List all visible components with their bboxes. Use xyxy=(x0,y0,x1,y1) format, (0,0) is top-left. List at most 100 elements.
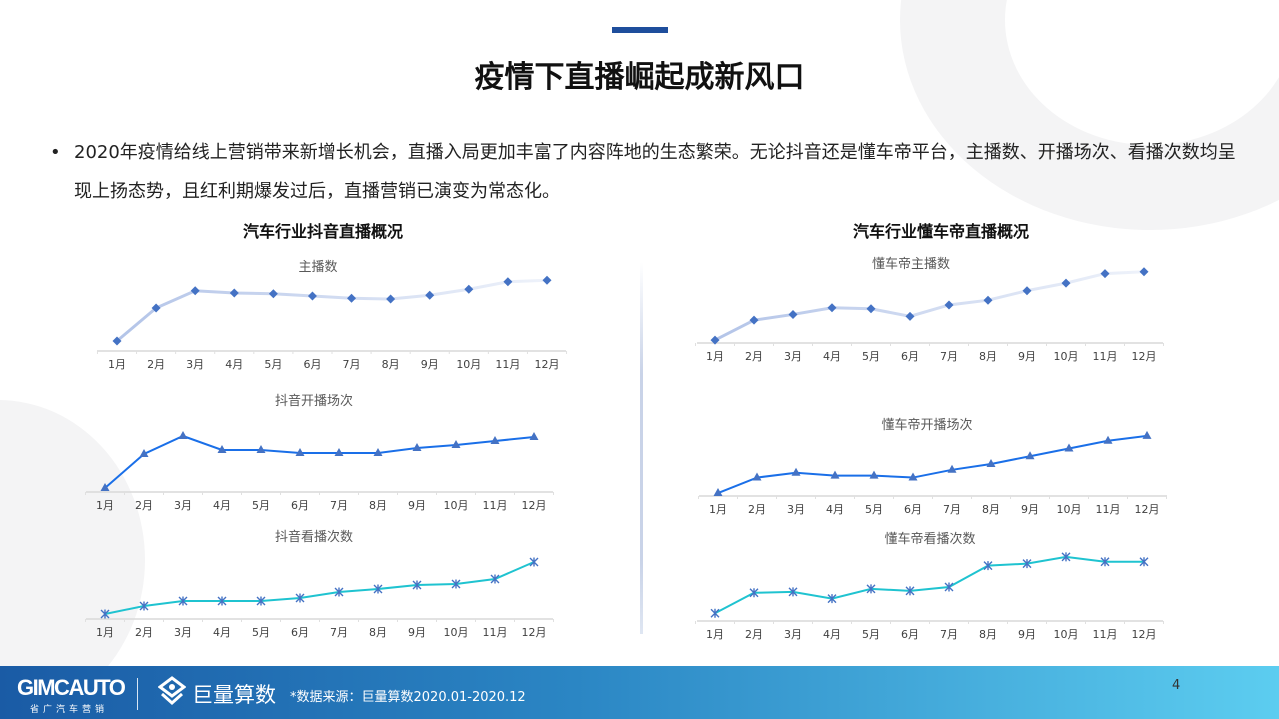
data-point-triangle xyxy=(1103,435,1113,444)
x-tick-label: 1月 xyxy=(96,626,114,639)
data-point-diamond xyxy=(542,275,552,285)
x-tick-label: 12月 xyxy=(1135,503,1160,516)
data-point-diamond xyxy=(190,286,200,296)
x-tick-label: 2月 xyxy=(135,499,153,512)
x-tick-label: 11月 xyxy=(1096,503,1121,516)
data-point-diamond xyxy=(151,303,161,313)
x-tick-label: 4月 xyxy=(213,626,231,639)
series-line xyxy=(116,278,548,343)
x-tick-label: 11月 xyxy=(495,358,520,371)
data-point-asterisk xyxy=(256,596,266,606)
bullet-marker: • xyxy=(50,142,61,163)
x-tick-label: 4月 xyxy=(826,503,844,516)
data-point-diamond xyxy=(866,304,876,314)
data-point-triangle xyxy=(412,443,422,451)
x-tick-label: 8月 xyxy=(979,628,997,641)
data-point-diamond xyxy=(1100,269,1110,279)
series-line xyxy=(714,270,1145,342)
left-section-title: 汽车行业抖音直播概况 xyxy=(242,222,403,241)
data-point-asterisk xyxy=(749,588,759,598)
data-point-diamond xyxy=(749,315,759,325)
x-tick-label: 1月 xyxy=(108,358,126,371)
x-tick-label: 9月 xyxy=(1021,503,1039,516)
x-tick-label: 5月 xyxy=(865,503,883,516)
data-point-diamond xyxy=(1139,267,1149,277)
line-chart-3: 抖音看播次数 1月 2月 3月 4月 5月 6月 7月 8月 9月 10月 11月 12月 xyxy=(85,529,554,639)
data-point-diamond xyxy=(464,284,474,294)
x-tick-label: 12月 xyxy=(522,626,547,639)
x-tick-label: 6月 xyxy=(904,503,922,516)
page-number: 4 xyxy=(1172,678,1181,693)
chart-title: 懂车帝开播场次 xyxy=(881,417,972,433)
x-tick-label: 7月 xyxy=(343,358,361,371)
right-section-title: 汽车行业懂车帝直播概况 xyxy=(852,222,1029,241)
x-tick-label: 3月 xyxy=(186,358,204,371)
data-point-triangle xyxy=(947,464,957,473)
data-point-asterisk xyxy=(1061,552,1071,562)
x-tick-label: 2月 xyxy=(748,503,766,516)
x-tick-label: 5月 xyxy=(862,350,880,363)
x-tick-label: 12月 xyxy=(1132,350,1157,363)
line-chart-1: 主播数 1月 2月 3月 4月 5月 6月 7月 8月 9月 10月 11月 12月 xyxy=(96,260,568,371)
data-point-triangle xyxy=(529,432,539,440)
data-point-triangle xyxy=(217,445,227,453)
x-tick-label: 12月 xyxy=(1132,628,1157,641)
series-line xyxy=(714,555,1144,615)
x-tick-label: 10月 xyxy=(1057,503,1082,516)
data-point-asterisk xyxy=(490,574,500,584)
data-point-triangle xyxy=(713,488,723,497)
background-circle-inner xyxy=(1005,0,1279,145)
data-point-diamond xyxy=(229,288,239,298)
x-tick-label: 9月 xyxy=(408,626,426,639)
x-tick-label: 10月 xyxy=(1054,350,1079,363)
data-point-triangle xyxy=(334,448,344,456)
chart-title: 主播数 xyxy=(298,260,337,275)
title-accent-bar xyxy=(612,27,668,33)
chart-title: 抖音开播场次 xyxy=(275,393,353,409)
data-point-diamond xyxy=(944,300,954,310)
data-point-asterisk xyxy=(827,594,837,604)
data-point-diamond xyxy=(1061,278,1071,288)
series-line xyxy=(104,561,535,615)
x-tick-label: 6月 xyxy=(291,499,309,512)
x-tick-label: 5月 xyxy=(252,626,270,639)
x-tick-label: 2月 xyxy=(745,350,763,363)
x-tick-label: 10月 xyxy=(444,626,469,639)
x-tick-label: 3月 xyxy=(174,626,192,639)
data-point-asterisk xyxy=(451,579,461,589)
chart-title: 抖音看播次数 xyxy=(275,529,353,545)
data-point-triangle xyxy=(1064,443,1074,452)
data-point-diamond xyxy=(983,295,993,305)
data-point-triangle xyxy=(830,470,840,479)
chart-title: 懂车帝看播次数 xyxy=(884,531,975,547)
data-point-diamond xyxy=(788,309,798,319)
x-tick-label: 2月 xyxy=(147,358,165,371)
data-point-asterisk xyxy=(139,601,149,611)
data-point-asterisk xyxy=(866,584,876,594)
data-point-triangle xyxy=(1142,430,1152,439)
x-tick-label: 7月 xyxy=(330,499,348,512)
x-tick-label: 5月 xyxy=(252,499,270,512)
gimcauto-logo: GIMCAUTO xyxy=(17,675,126,700)
x-tick-label: 3月 xyxy=(784,350,802,363)
x-tick-label: 10月 xyxy=(444,499,469,512)
x-tick-label: 9月 xyxy=(1018,628,1036,641)
x-tick-label: 6月 xyxy=(303,358,321,371)
data-point-asterisk xyxy=(217,596,227,606)
data-point-triangle xyxy=(490,436,500,444)
x-tick-label: 2月 xyxy=(745,628,763,641)
data-point-diamond xyxy=(307,291,317,301)
line-chart-5: 懂车帝开播场次 1月 2月 3月 4月 5月 6月 7月 8月 9月 10月 11月 12月 xyxy=(698,417,1167,516)
data-point-asterisk xyxy=(178,596,188,606)
data-point-triangle xyxy=(178,431,188,439)
x-tick-label: 7月 xyxy=(943,503,961,516)
x-tick-label: 9月 xyxy=(1018,350,1036,363)
x-tick-label: 3月 xyxy=(787,503,805,516)
x-tick-label: 5月 xyxy=(264,358,282,371)
series-line xyxy=(104,434,535,489)
data-point-asterisk xyxy=(1100,557,1110,567)
data-point-triangle xyxy=(256,445,266,453)
background-circle xyxy=(0,400,145,719)
x-tick-label: 6月 xyxy=(291,626,309,639)
